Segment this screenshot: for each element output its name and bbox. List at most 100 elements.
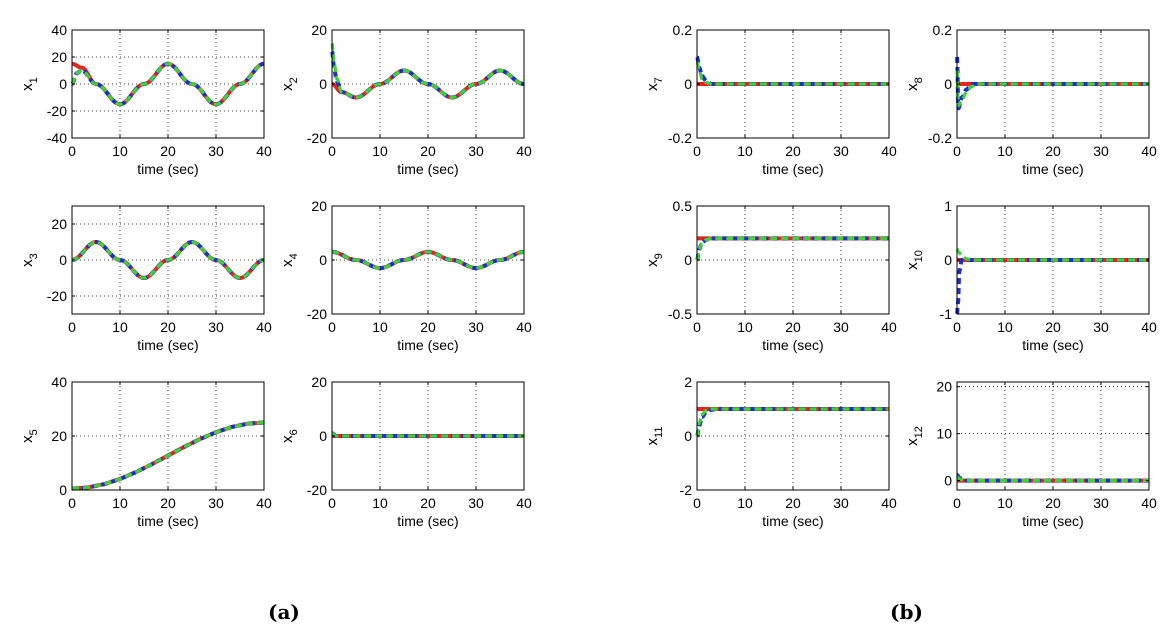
y-tick-label: -20 [47,288,67,304]
x-tick-label: 20 [160,319,176,335]
x-tick-label: 20 [420,495,436,511]
y-tick-label: 0 [319,76,327,92]
x-tick-label: 10 [997,143,1013,159]
series-line-3 [71,420,265,491]
x-tick-label: 40 [881,319,897,335]
x-tick-label: 0 [953,143,961,159]
y-tick-label: 20 [51,428,67,444]
x-tick-label: 10 [372,143,388,159]
y-tick-label: 20 [51,49,67,65]
x-axis-label: time (sec) [762,161,823,177]
y-tick-label: 0 [59,76,67,92]
x-tick-label: 40 [256,319,272,335]
caption-a: (a) [268,600,300,624]
x-tick-label: 40 [256,143,272,159]
y-tick-label: 2 [684,374,692,390]
x-tick-label: 0 [693,143,701,159]
x-axis-label: time (sec) [1022,161,1083,177]
y-tick-label: 0 [59,252,67,268]
y-axis-label: x6 [279,429,300,443]
x-tick-label: 10 [112,495,128,511]
series-line-2 [955,258,1149,316]
x-axis-label: time (sec) [1022,337,1083,353]
y-tick-label: 0 [684,76,692,92]
y-tick-label: 0.2 [933,22,953,38]
x-tick-label: 10 [112,143,128,159]
y-tick-label: 0 [944,252,952,268]
y-axis-label: x1 [19,77,40,91]
y-tick-label: 0.2 [673,22,693,38]
x-tick-label: 20 [160,495,176,511]
subplot-x5: 0 10 20 30 40 0 20 40 time (sec) x5 [19,374,272,529]
x-tick-label: 40 [881,143,897,159]
x-tick-label: 40 [256,495,272,511]
y-axis-label: x3 [19,253,40,267]
y-tick-label: 0 [944,76,952,92]
x-tick-label: 20 [1045,319,1061,335]
y-tick-label: -20 [47,103,67,119]
y-tick-label: 0 [319,252,327,268]
y-tick-label: -0.2 [928,130,952,146]
series-line-3 [955,247,1149,262]
y-tick-label: 40 [51,374,67,390]
x-axis-label: time (sec) [762,337,823,353]
x-tick-label: 30 [468,319,484,335]
x-tick-label: 10 [372,495,388,511]
x-tick-label: 20 [1045,143,1061,159]
x-tick-label: 0 [693,319,701,335]
y-axis-label: x4 [279,253,300,267]
x-tick-label: 30 [833,143,849,159]
y-tick-label: 20 [311,198,327,214]
y-tick-label: -0.2 [668,130,692,146]
y-axis-label: x10 [904,250,925,270]
x-tick-label: 0 [68,143,76,159]
y-tick-label: -40 [47,130,67,146]
x-tick-label: 30 [468,495,484,511]
series-line-3 [695,407,889,438]
x-axis-label: time (sec) [762,513,823,529]
x-tick-label: 30 [833,495,849,511]
x-tick-label: 20 [420,143,436,159]
x-axis-label: time (sec) [137,161,198,177]
x-axis-label: time (sec) [397,161,458,177]
x-tick-label: 10 [112,319,128,335]
caption-b: (b) [890,600,923,624]
x-tick-label: 40 [516,495,532,511]
x-axis-label: time (sec) [1022,513,1083,529]
x-tick-label: 30 [208,319,224,335]
y-tick-label: 20 [311,22,327,38]
series-line-3 [71,240,265,280]
x-tick-label: 0 [328,319,336,335]
x-tick-label: 10 [372,319,388,335]
y-axis-label: x8 [904,77,925,91]
y-axis-label: x5 [19,429,40,443]
series-line-2 [695,236,889,262]
y-tick-label: 10 [936,426,952,442]
x-tick-label: 20 [1045,495,1061,511]
x-tick-label: 0 [68,495,76,511]
y-axis-label: x11 [644,427,665,446]
x-tick-label: 30 [1093,495,1109,511]
x-tick-label: 30 [468,143,484,159]
y-axis-label: x2 [279,77,300,91]
x-tick-label: 20 [420,319,436,335]
series-line-3 [955,475,1149,483]
y-tick-label: 1 [944,198,952,214]
y-tick-label: 20 [51,216,67,232]
x-tick-label: 40 [1141,319,1157,335]
y-tick-label: 0 [684,428,692,444]
y-tick-label: -20 [307,130,327,146]
subplot-x1: 0 10 20 30 40 -40 -20 0 20 40 time (sec) x1 [19,22,272,177]
x-tick-label: 40 [1141,143,1157,159]
subplot-x12: 0 10 20 30 40 0 10 20 time (sec) x12 [904,379,1157,529]
x-tick-label: 20 [785,495,801,511]
x-tick-label: 0 [68,319,76,335]
y-axis-label: x7 [644,77,665,91]
